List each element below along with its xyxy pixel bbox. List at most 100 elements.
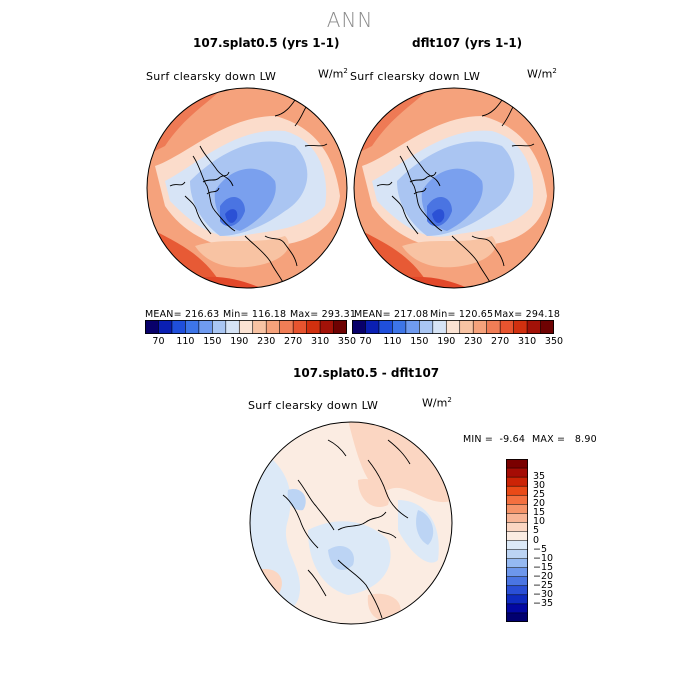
colorbar-swatch (506, 576, 528, 587)
colorbar-swatch (333, 320, 347, 334)
left-min-stat: Min= 116.18 (223, 309, 287, 320)
colorbar-swatch (506, 558, 528, 568)
colorbar-swatch (506, 567, 528, 578)
right-units-label: W/m2 (527, 67, 557, 81)
left-mean-stat: MEAN= 216.63 (145, 309, 220, 320)
right-panel-title: dflt107 (yrs 1-1) (412, 36, 523, 50)
colorbar-swatch (392, 320, 407, 334)
colorbar-swatch (506, 495, 528, 505)
colorbar-tick-label: 150 (410, 336, 429, 347)
colorbar-tick-label: −30 (533, 588, 554, 600)
colorbar-frame (506, 459, 528, 622)
colorbar-swatch (446, 320, 461, 334)
diff-colorbar (506, 459, 528, 622)
diff-min-stat: MIN = -9.64 (463, 434, 526, 445)
colorbar-swatch (540, 320, 554, 334)
colorbar-swatch (378, 320, 393, 334)
colorbar-tick-label: 110 (383, 336, 402, 347)
diff-panel-title: 107.splat0.5 - dflt107 (293, 366, 440, 380)
colorbar-swatch (506, 486, 528, 496)
colorbar-tick-label: 20 (533, 498, 546, 510)
colorbar-swatch (145, 320, 159, 334)
main-title: ANN (326, 8, 374, 32)
colorbar-swatch (473, 320, 487, 334)
colorbar-swatch (212, 320, 227, 334)
left-variable-label: Surf clearsky down LW (146, 70, 277, 83)
colorbar-swatch (506, 549, 528, 559)
colorbar-tick-label: 270 (491, 336, 510, 347)
left-colorbar-ticks: 70 110 150 190 230 270 310 350 (145, 336, 356, 350)
colorbar-swatch (506, 612, 528, 622)
colorbar-frame (145, 320, 347, 334)
colorbar-swatch (500, 320, 514, 334)
colorbar-tick-label: 190 (230, 336, 249, 347)
colorbar-swatch (506, 540, 528, 550)
colorbar-tick-label: 310 (517, 336, 537, 347)
right-min-stat: Min= 120.65 (430, 309, 494, 320)
colorbar-tick-label: 350 (337, 336, 357, 347)
colorbar-swatch (225, 320, 240, 334)
right-polar-map (353, 87, 555, 289)
diff-colorbar-ticks: 35 30 25 20 15 10 5 0 −5 −10 −15 −20 −25 −30 −35 (533, 459, 563, 629)
colorbar-tick-label: −10 (533, 552, 554, 564)
colorbar-tick-label: 230 (464, 336, 483, 347)
diff-units-label: W/m2 (422, 396, 452, 410)
colorbar-swatch (506, 585, 528, 596)
diff-variable-label: Surf clearsky down LW (248, 399, 379, 412)
colorbar-swatch (365, 320, 380, 334)
colorbar-swatch (506, 459, 528, 469)
colorbar-tick-label: −25 (533, 579, 554, 591)
right-colorbar (352, 320, 554, 334)
colorbar-tick-label: −20 (533, 570, 554, 582)
colorbar-swatch (405, 320, 420, 334)
colorbar-tick-label: 110 (176, 336, 195, 347)
diff-max-stat: MAX = 8.90 (532, 434, 597, 445)
colorbar-swatch (198, 320, 213, 334)
colorbar-swatch (486, 320, 501, 334)
colorbar-swatch (527, 320, 541, 334)
colorbar-swatch (171, 320, 186, 334)
colorbar-swatch (252, 320, 267, 334)
colorbar-tick-label: 5 (533, 525, 540, 537)
colorbar-swatch (506, 504, 528, 514)
colorbar-tick-label: −35 (533, 597, 554, 609)
left-units-label: W/m2 (318, 67, 348, 81)
left-polar-map (146, 87, 348, 289)
colorbar-swatch (506, 468, 528, 478)
colorbar-swatch (352, 320, 366, 334)
colorbar-swatch (279, 320, 294, 334)
colorbar-swatch (320, 320, 334, 334)
left-max-stat: Max= 293.31 (290, 309, 357, 320)
colorbar-tick-label: 70 (152, 336, 165, 347)
right-colorbar-ticks: 70 110 150 190 230 270 310 350 (352, 336, 563, 350)
colorbar-swatch (506, 522, 528, 532)
colorbar-tick-label: 35 (533, 471, 546, 483)
colorbar-tick-label: 190 (437, 336, 456, 347)
colorbar-swatch (506, 531, 528, 541)
colorbar-tick-label: −5 (533, 543, 548, 555)
left-panel-title: 107.splat0.5 (yrs 1-1) (193, 36, 340, 50)
colorbar-tick-label: 270 (284, 336, 303, 347)
diff-polar-map (249, 421, 453, 625)
colorbar-frame (352, 320, 554, 334)
colorbar-swatch (506, 513, 528, 523)
colorbar-tick-label: 150 (203, 336, 222, 347)
colorbar-swatch (266, 320, 280, 334)
colorbar-swatch (239, 320, 254, 334)
colorbar-swatch (185, 320, 200, 334)
colorbar-tick-label: 30 (533, 480, 546, 492)
colorbar-swatch (306, 320, 321, 334)
right-max-stat: Max= 294.18 (494, 309, 561, 320)
colorbar-tick-label: 70 (359, 336, 372, 347)
colorbar-tick-label: 350 (544, 336, 564, 347)
colorbar-swatch (293, 320, 307, 334)
right-variable-label: Surf clearsky down LW (350, 70, 481, 83)
colorbar-swatch (506, 477, 528, 487)
colorbar-tick-label: −15 (533, 561, 554, 573)
colorbar-swatch (506, 594, 528, 605)
colorbar-tick-label: 310 (310, 336, 330, 347)
colorbar-swatch (432, 320, 447, 334)
left-colorbar (145, 320, 347, 334)
colorbar-swatch (158, 320, 173, 334)
colorbar-tick-label: 15 (533, 507, 546, 519)
